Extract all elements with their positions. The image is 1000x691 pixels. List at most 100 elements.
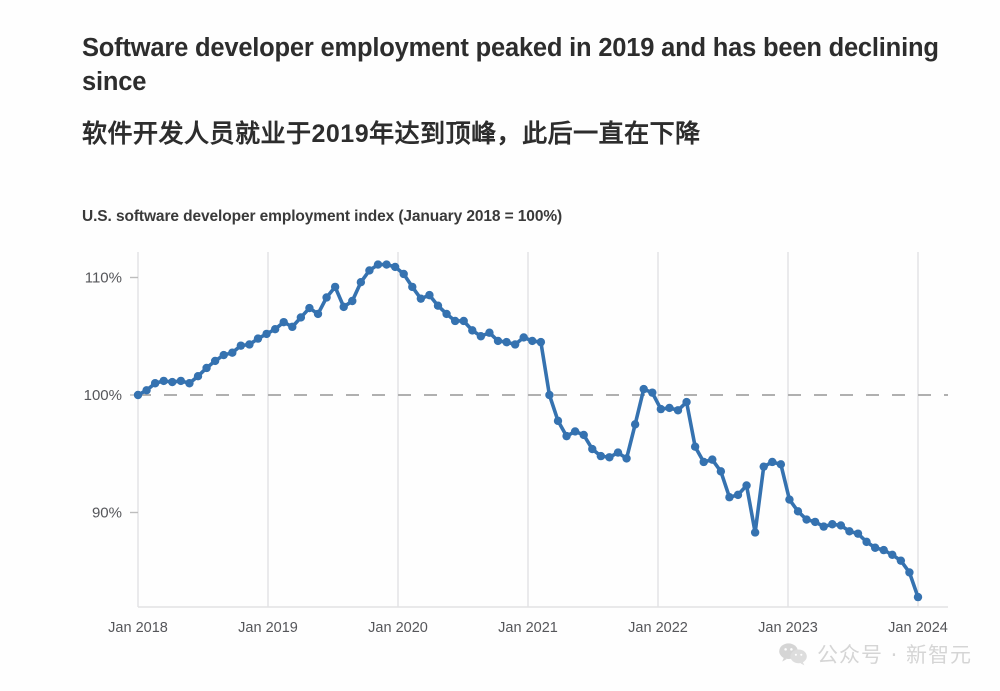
data-point <box>896 556 906 565</box>
data-point <box>648 388 657 397</box>
data-point <box>699 457 708 467</box>
data-point <box>785 495 794 504</box>
data-point <box>622 454 631 463</box>
watermark-text: 公众号 · 新智元 <box>816 643 972 667</box>
x-tick-label: Jan 2019 <box>238 620 298 636</box>
data-point <box>416 294 426 303</box>
data-point <box>870 543 880 552</box>
x-axis-labels: Jan 2018 Jan 2019 Jan 2020 Jan 2021 Jan 2022… <box>108 620 948 636</box>
data-point <box>270 325 280 334</box>
data-point <box>142 386 151 395</box>
data-point <box>502 337 511 347</box>
data-point <box>468 326 477 335</box>
data-point <box>819 522 828 531</box>
data-point <box>510 340 520 349</box>
x-tick-label: Jan 2024 <box>888 620 948 636</box>
data-point <box>605 453 614 462</box>
y-tick-label: 100% <box>84 387 122 404</box>
data-point <box>322 293 331 302</box>
data-point <box>742 481 751 490</box>
data-point <box>450 316 460 326</box>
data-point <box>810 517 820 527</box>
data-point <box>330 282 340 292</box>
data-point <box>185 379 194 388</box>
data-point <box>408 282 417 292</box>
data-point <box>690 442 700 451</box>
data-point <box>905 568 914 577</box>
data-point <box>296 313 306 322</box>
data-point <box>733 490 743 500</box>
data-point <box>888 550 897 559</box>
data-point <box>716 467 726 476</box>
data-point <box>279 317 288 327</box>
series-markers <box>133 260 923 602</box>
data-point <box>493 336 503 346</box>
data-point <box>348 296 357 306</box>
data-point <box>373 260 383 269</box>
title-block: Software developer employment peaked in … <box>82 32 952 150</box>
data-point <box>262 329 271 339</box>
data-point <box>133 390 143 400</box>
data-point <box>365 266 374 275</box>
data-point <box>588 444 597 454</box>
data-point <box>228 348 237 357</box>
y-axis-labels: 90% 100% 110% <box>84 270 122 522</box>
data-point <box>339 302 348 312</box>
data-point <box>665 403 674 413</box>
data-point <box>879 545 888 555</box>
data-point <box>159 376 168 386</box>
x-tick-label: Jan 2022 <box>628 620 688 636</box>
data-point <box>442 309 451 319</box>
data-point <box>596 451 606 461</box>
data-point <box>305 303 314 313</box>
data-point <box>553 416 563 426</box>
data-point <box>245 340 254 349</box>
x-tick-label: Jan 2020 <box>368 620 428 636</box>
data-point <box>630 420 640 429</box>
data-point <box>776 460 786 469</box>
data-point <box>519 333 528 342</box>
data-point <box>253 334 263 343</box>
page-title-chinese: 软件开发人员就业于2019年达到顶峰，此后一直在下降 <box>82 119 701 148</box>
data-point <box>802 515 811 524</box>
data-point <box>202 363 211 373</box>
data-point <box>673 406 683 415</box>
data-point <box>545 390 554 400</box>
data-point <box>485 328 494 337</box>
wechat-icon <box>779 643 807 666</box>
data-point <box>750 528 760 537</box>
chart-subtitle: U.S. software developer employment index… <box>82 208 563 225</box>
data-point <box>168 377 177 387</box>
data-point <box>853 529 863 538</box>
data-point <box>236 341 246 350</box>
x-tick-label: Jan 2021 <box>498 620 558 636</box>
data-point <box>845 527 854 536</box>
data-point <box>382 260 391 269</box>
data-point <box>682 397 691 407</box>
data-point <box>150 379 160 388</box>
data-point <box>768 457 777 467</box>
data-point <box>399 269 408 279</box>
data-point <box>219 350 228 360</box>
y-tick-label: 90% <box>92 505 122 522</box>
data-point <box>759 462 768 471</box>
data-point <box>579 430 588 440</box>
data-point <box>639 384 648 394</box>
data-point <box>570 427 580 436</box>
data-point <box>536 337 546 347</box>
y-tick-label: 110% <box>85 270 122 287</box>
data-point <box>725 493 734 502</box>
data-point <box>913 592 923 602</box>
data-point <box>425 290 434 300</box>
data-point <box>288 322 297 332</box>
data-point <box>459 316 468 326</box>
data-point <box>862 537 871 547</box>
data-point <box>193 372 203 381</box>
watermark: 公众号 · 新智元 <box>778 639 972 669</box>
data-point <box>176 376 186 386</box>
data-point <box>528 336 537 346</box>
data-point <box>828 520 837 529</box>
